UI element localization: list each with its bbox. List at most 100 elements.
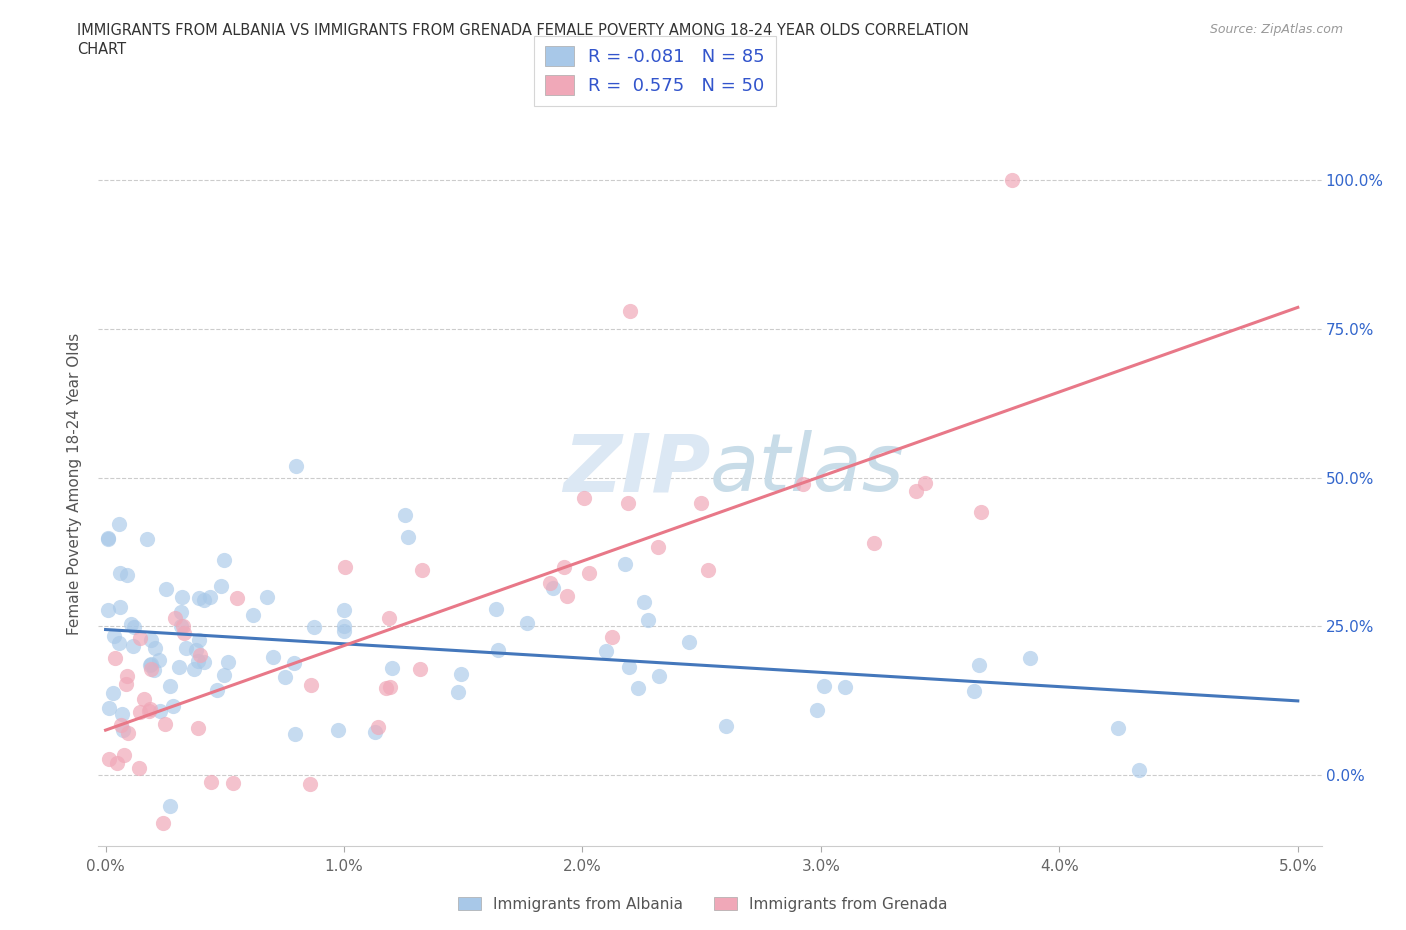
Point (262, 649, 284, 664)
Point (555, 589, 578, 604)
Text: atlas: atlas (710, 430, 905, 508)
Point (963, 684, 986, 698)
Point (617, 496, 640, 511)
Point (378, 680, 401, 695)
Point (97, 531, 120, 546)
Point (108, 565, 131, 580)
Point (409, 662, 432, 677)
Point (128, 761, 150, 776)
Point (647, 539, 669, 554)
Point (138, 658, 160, 672)
Point (98, 700, 121, 715)
Point (193, 655, 215, 670)
Point (447, 684, 470, 699)
Point (110, 717, 132, 732)
Point (648, 668, 671, 683)
Point (595, 644, 617, 658)
Point (170, 618, 193, 633)
Point (97, 751, 120, 766)
Point (115, 669, 138, 684)
Point (574, 490, 596, 505)
Point (97, 603, 120, 618)
Point (136, 531, 159, 546)
Point (381, 661, 404, 676)
Point (188, 632, 211, 647)
Point (122, 619, 145, 634)
Point (516, 616, 538, 631)
Point (967, 658, 990, 672)
Point (105, 756, 128, 771)
Point (214, 552, 236, 567)
Point (411, 563, 433, 578)
Point (394, 508, 416, 523)
Point (333, 603, 356, 618)
Point (187, 721, 209, 736)
Point (863, 536, 886, 551)
Point (690, 496, 713, 511)
Point (256, 590, 278, 604)
Point (905, 484, 928, 498)
Point (152, 815, 174, 830)
Point (364, 724, 387, 739)
Text: IMMIGRANTS FROM ALBANIA VS IMMIGRANTS FROM GRENADA FEMALE POVERTY AMONG 18-24 YE: IMMIGRANTS FROM ALBANIA VS IMMIGRANTS FR… (77, 23, 969, 38)
Point (284, 727, 307, 742)
Point (242, 608, 264, 623)
Point (143, 663, 166, 678)
Point (207, 683, 229, 698)
Point (117, 725, 139, 740)
Point (112, 723, 135, 737)
Point (115, 677, 138, 692)
Point (485, 602, 508, 617)
Point (217, 655, 239, 670)
Point (112, 748, 135, 763)
Point (222, 776, 245, 790)
Point (914, 475, 936, 490)
Text: ZIP: ZIP (562, 430, 710, 508)
Point (637, 612, 659, 627)
Point (375, 681, 398, 696)
Point (553, 559, 575, 574)
Point (155, 582, 177, 597)
Point (633, 595, 655, 610)
Point (450, 667, 472, 682)
Point (187, 654, 209, 669)
Point (138, 703, 160, 718)
Point (1019, 651, 1042, 666)
Point (304, 619, 326, 634)
Point (101, 685, 124, 700)
Point (378, 611, 401, 626)
Point (333, 618, 356, 633)
Point (299, 777, 322, 791)
Point (226, 591, 249, 605)
Point (115, 568, 138, 583)
Point (806, 702, 828, 717)
Point (139, 702, 162, 717)
Point (299, 677, 322, 692)
Point (111, 707, 134, 722)
Point (104, 650, 127, 665)
Point (333, 560, 356, 575)
Point (165, 611, 187, 626)
Point (173, 625, 195, 640)
Point (187, 591, 209, 605)
Point (619, 304, 641, 319)
Legend: R = -0.081   N = 85, R =  0.575   N = 50: R = -0.081 N = 85, R = 0.575 N = 50 (534, 35, 776, 106)
Point (128, 705, 150, 720)
Point (214, 668, 236, 683)
Point (1107, 720, 1129, 735)
Point (209, 578, 232, 593)
Point (538, 575, 561, 590)
Point (1001, 173, 1024, 188)
Point (193, 592, 215, 607)
Point (619, 659, 641, 674)
Point (602, 630, 624, 644)
Point (274, 670, 297, 684)
Point (139, 662, 162, 677)
Point (97, 532, 120, 547)
Point (970, 504, 993, 519)
Point (149, 704, 172, 719)
Point (333, 623, 356, 638)
Legend: Immigrants from Albania, Immigrants from Grenada: Immigrants from Albania, Immigrants from… (453, 890, 953, 918)
Point (285, 458, 308, 473)
Point (367, 720, 389, 735)
